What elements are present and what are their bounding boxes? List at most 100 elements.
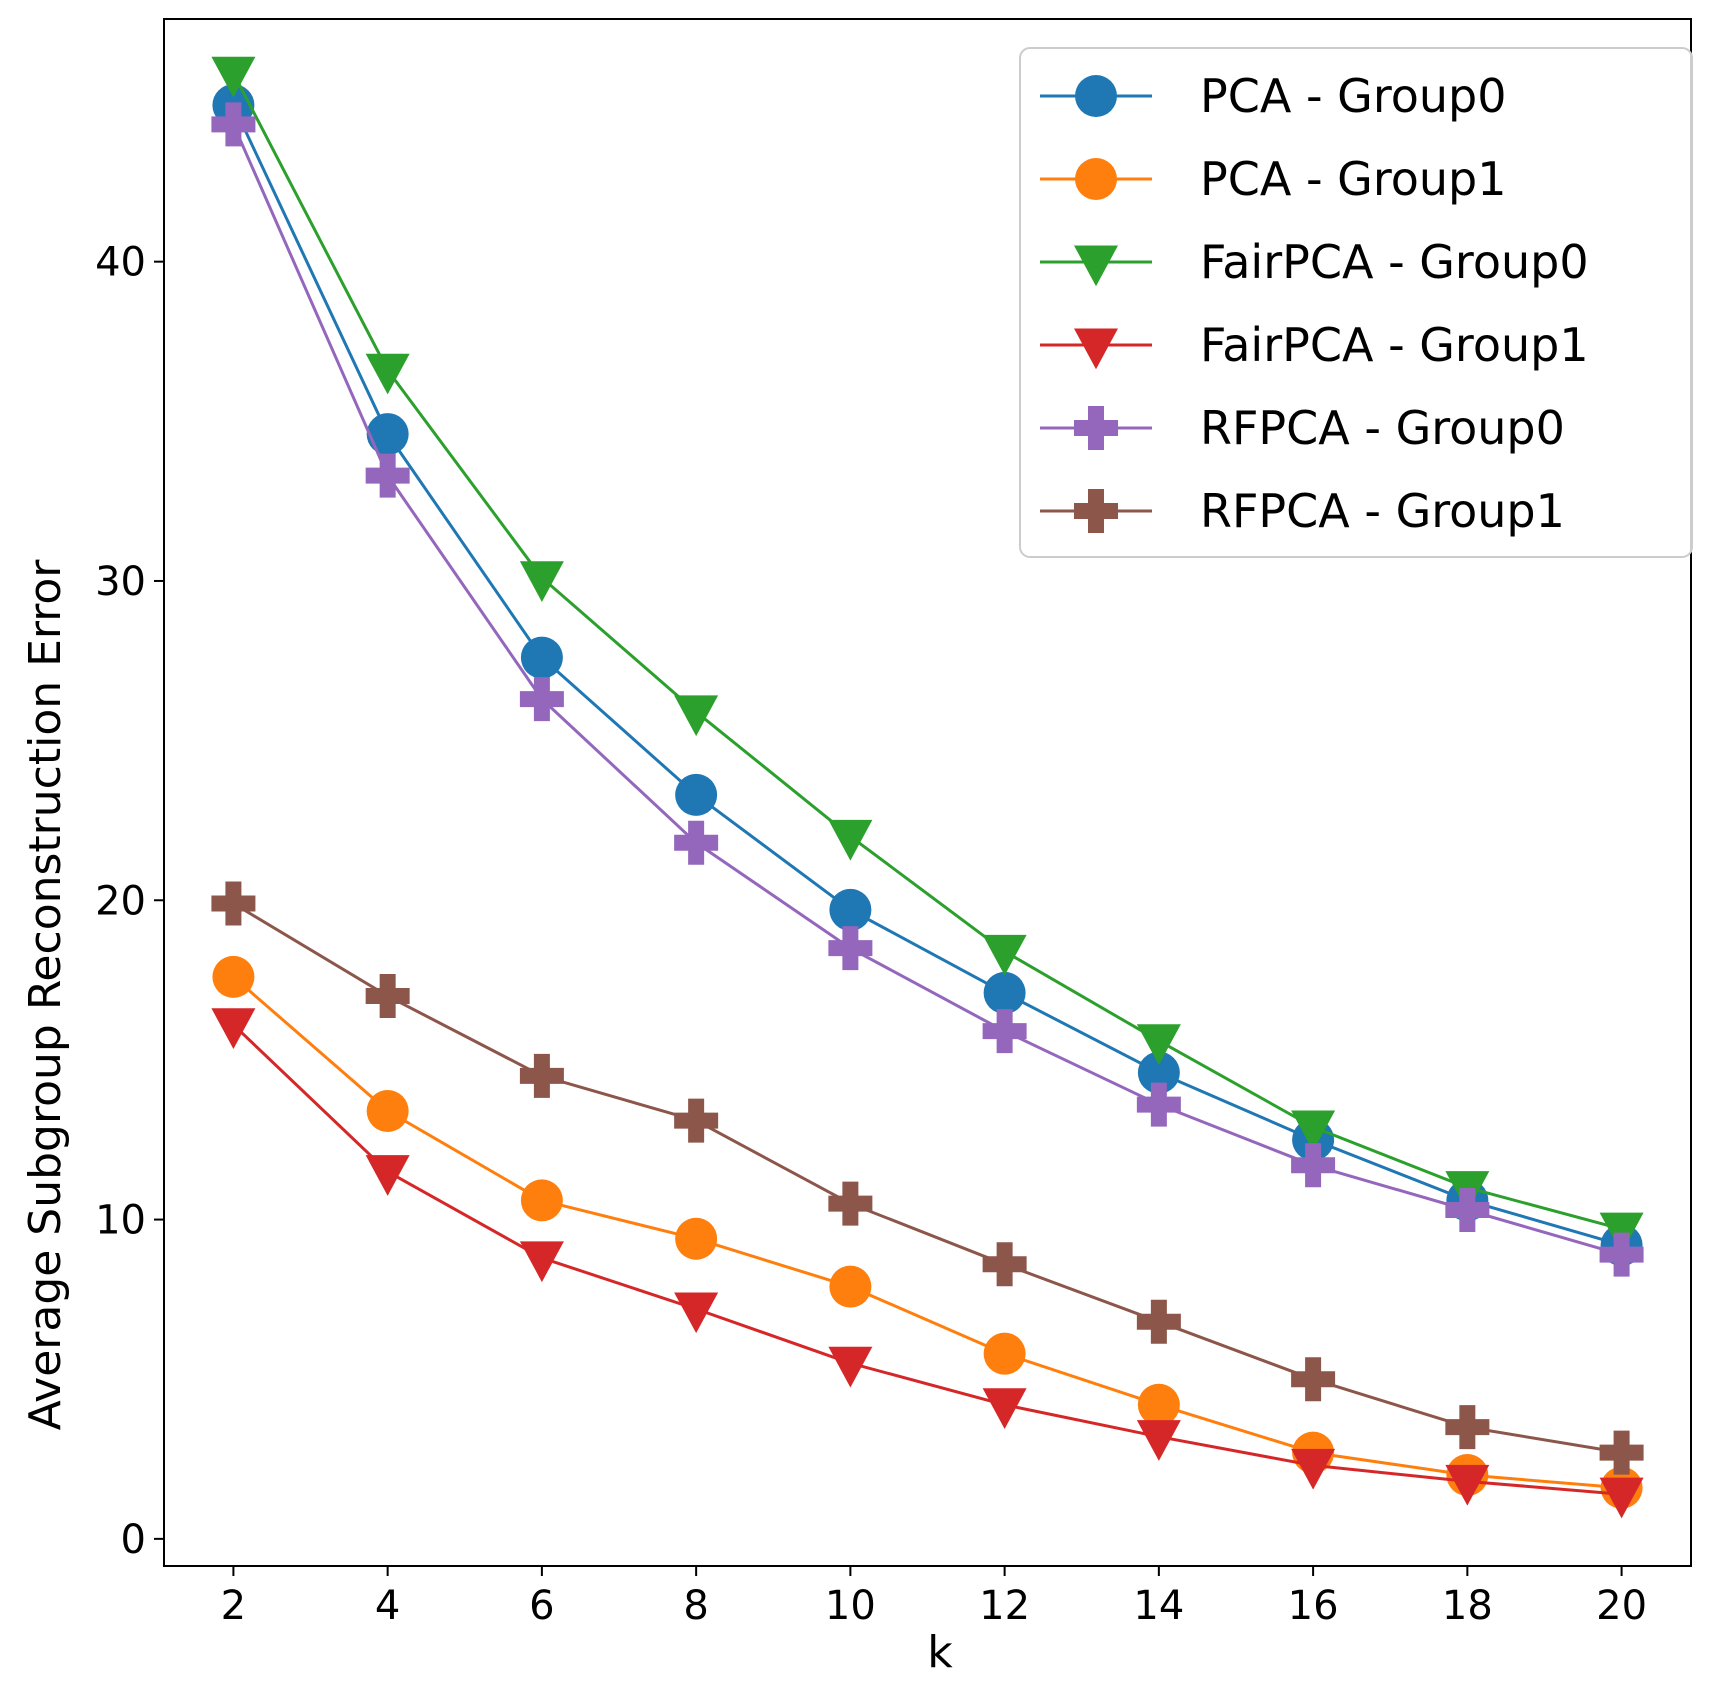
data-point	[1136, 1082, 1181, 1127]
data-point	[519, 1241, 564, 1283]
legend-label: FairPCA - Group1	[1200, 318, 1589, 372]
data-point	[212, 955, 255, 998]
data-point	[828, 1181, 873, 1226]
data-point	[982, 934, 1027, 976]
x-tick-label: 2	[221, 1583, 246, 1629]
data-point	[1291, 1448, 1336, 1490]
legend-label: RFPCA - Group1	[1200, 484, 1565, 538]
legend-marker	[1075, 75, 1117, 117]
data-point	[1136, 1024, 1181, 1065]
legend-item: RFPCA - Group1	[1040, 484, 1565, 538]
series-layer	[211, 56, 1644, 1519]
data-point	[828, 926, 873, 971]
data-point	[829, 888, 872, 931]
y-tick-label: 10	[95, 1198, 146, 1244]
data-point	[1445, 1405, 1490, 1450]
data-point	[211, 881, 256, 926]
legend-marker	[1074, 489, 1118, 533]
x-tick-label: 12	[979, 1583, 1030, 1629]
x-tick-label: 18	[1442, 1583, 1493, 1629]
data-point	[366, 413, 409, 456]
data-point	[982, 1009, 1027, 1054]
x-tick-label: 14	[1133, 1583, 1184, 1629]
legend-label: PCA - Group1	[1200, 152, 1506, 206]
data-point	[982, 1242, 1027, 1287]
data-point	[365, 1155, 410, 1196]
legend-item: PCA - Group1	[1040, 152, 1506, 206]
data-point	[1599, 1232, 1644, 1277]
legend-marker	[1075, 158, 1117, 200]
y-tick-label: 0	[121, 1517, 146, 1563]
data-point	[1137, 1051, 1180, 1094]
x-tick-label: 16	[1288, 1583, 1339, 1629]
x-tick-label: 6	[529, 1583, 554, 1629]
data-point	[1291, 1357, 1336, 1402]
data-point	[520, 1179, 563, 1222]
data-point	[828, 819, 873, 861]
data-point	[519, 677, 564, 722]
data-point	[519, 561, 564, 602]
legend-items: PCA - Group0 PCA - Group1 FairPCA - Group0…	[1040, 69, 1589, 538]
legend: PCA - Group0 PCA - Group1 FairPCA - Group0…	[1019, 47, 1693, 558]
data-point	[1136, 1420, 1181, 1461]
series-line	[232, 975, 1622, 1490]
data-point	[1136, 1299, 1181, 1344]
data-point	[520, 636, 563, 679]
data-point	[674, 820, 719, 865]
data-point	[519, 1053, 564, 1098]
legend-item: PCA - Group0	[1040, 69, 1506, 123]
series-line	[232, 123, 1623, 1257]
data-point	[982, 1388, 1027, 1429]
data-point	[211, 56, 256, 98]
data-point	[211, 1008, 256, 1049]
x-tick-label: 10	[825, 1583, 876, 1629]
legend-item: FairPCA - Group0	[1040, 235, 1589, 289]
data-point	[1137, 1383, 1180, 1426]
data-point	[1599, 1430, 1644, 1475]
y-axis: 0 10 20 30 40	[95, 240, 164, 1563]
y-tick-label: 20	[95, 878, 146, 924]
data-point	[365, 974, 410, 1019]
data-point	[675, 1217, 718, 1260]
y-tick-label: 30	[95, 559, 146, 605]
series-line	[232, 72, 1622, 1231]
data-point	[983, 971, 1026, 1014]
x-tick-label: 20	[1596, 1583, 1647, 1629]
x-axis: 2 4 6 8 10 12 14 16 18 20	[221, 1566, 1647, 1629]
x-axis-label: k	[927, 1627, 953, 1678]
series-line	[232, 1023, 1622, 1496]
legend-marker	[1074, 406, 1118, 450]
y-tick-label: 40	[95, 240, 146, 286]
legend-frame	[1019, 47, 1693, 558]
data-point	[828, 1346, 873, 1388]
data-point	[1291, 1110, 1336, 1152]
data-point	[1291, 1143, 1336, 1188]
data-point	[674, 1292, 719, 1334]
series-fairpca-group1	[211, 1008, 1644, 1519]
data-point	[674, 1098, 719, 1143]
legend-item: RFPCA - Group0	[1040, 401, 1565, 455]
y-axis-label: Average Subgroup Reconstruction Error	[20, 559, 71, 1431]
legend-marker	[1074, 328, 1118, 370]
data-point	[365, 353, 410, 395]
data-point	[829, 1265, 872, 1308]
legend-item: FairPCA - Group1	[1040, 318, 1589, 372]
x-tick-label: 4	[375, 1583, 400, 1629]
data-point	[366, 1090, 409, 1132]
data-point	[1599, 1477, 1644, 1519]
data-point	[1445, 1464, 1490, 1506]
series-rfpca-group0	[211, 102, 1644, 1277]
legend-label: PCA - Group0	[1200, 69, 1506, 123]
x-tick-label: 8	[683, 1583, 708, 1629]
data-point	[211, 102, 256, 147]
data-point	[1445, 1187, 1490, 1232]
legend-label: RFPCA - Group0	[1200, 401, 1565, 455]
data-point	[983, 1332, 1026, 1375]
axes-frame	[163, 18, 1692, 1567]
series-rfpca-group1	[211, 881, 1644, 1475]
legend-marker	[1074, 245, 1118, 287]
series-line	[232, 902, 1622, 1455]
series-line	[232, 104, 1623, 1247]
data-point	[675, 773, 718, 816]
